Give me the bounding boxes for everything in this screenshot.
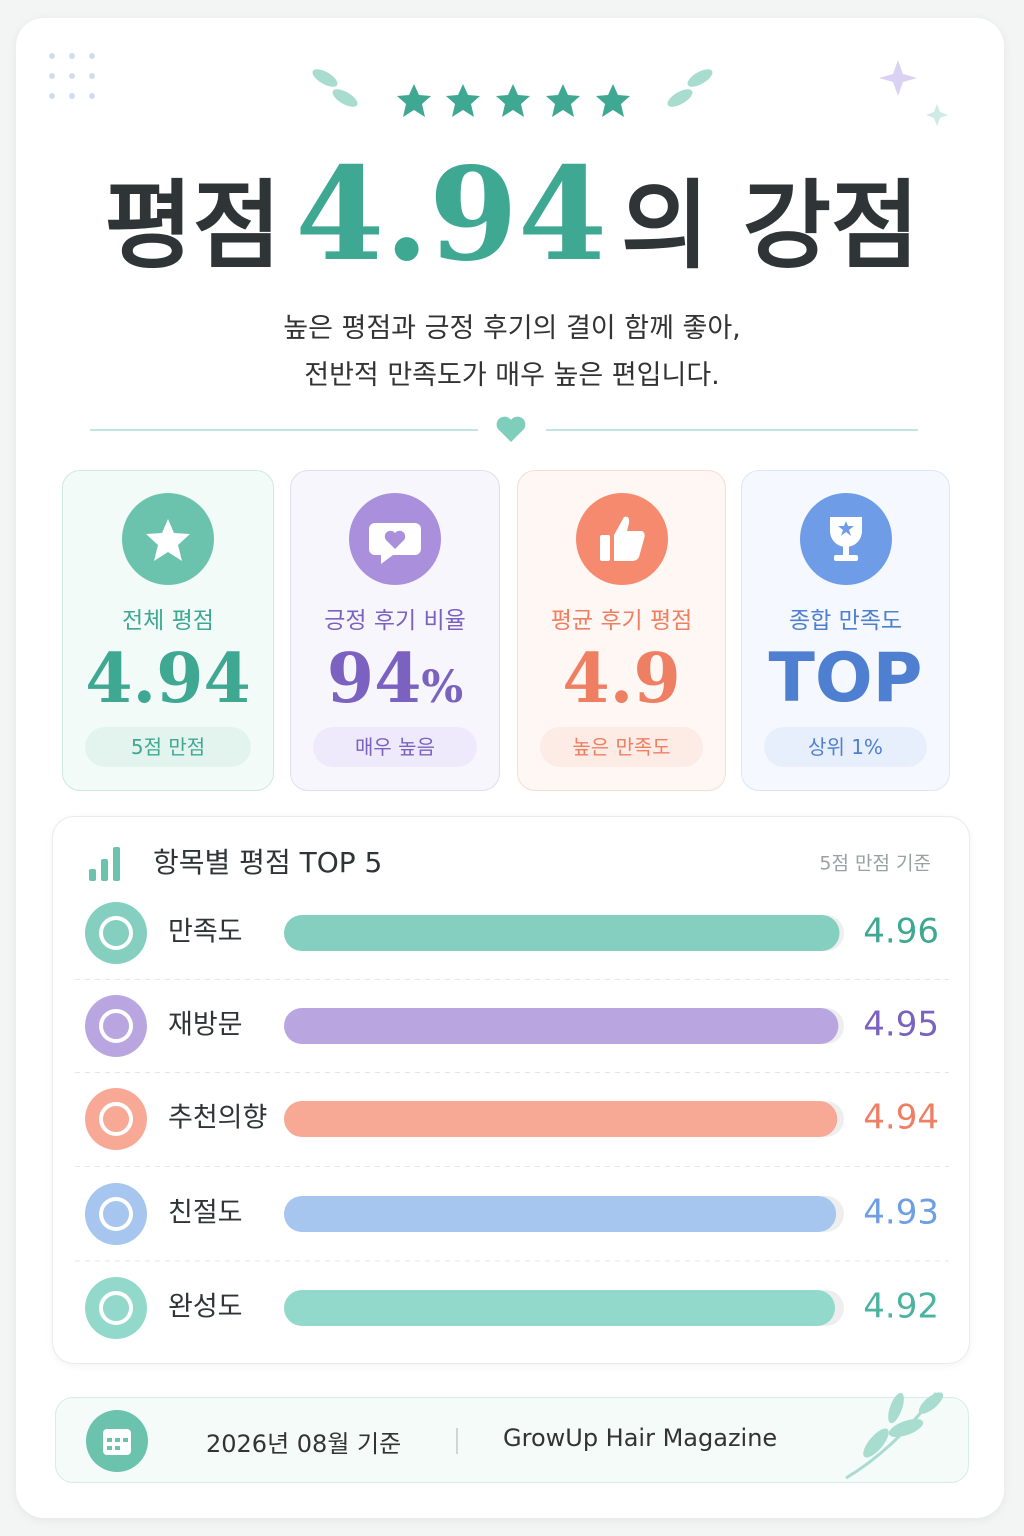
row-icon bbox=[85, 902, 147, 964]
row-icon-inner bbox=[99, 1197, 133, 1231]
subtitle: 높은 평점과 긍정 후기의 결이 함께 좋아, 전반적 만족도가 매우 높은 편입… bbox=[0, 305, 1024, 399]
card-badge: 상위 1% bbox=[764, 727, 927, 767]
category-label: 재방문 bbox=[168, 1010, 243, 1041]
row-icon-inner bbox=[99, 1009, 133, 1043]
category-label: 친절도 bbox=[168, 1198, 243, 1229]
card-icon bbox=[799, 493, 892, 585]
card-label: 종합 만족도 bbox=[788, 608, 903, 634]
card-value: 4.94 bbox=[85, 639, 251, 719]
card-value: TOP bbox=[768, 639, 923, 718]
card: 평균 후기 평점 4.9 높은 만족도 bbox=[517, 470, 726, 791]
leaf-decor bbox=[845, 1392, 944, 1480]
card: 전체 평점 4.94 5점 만점 bbox=[62, 470, 274, 791]
value-label: 4.92 bbox=[863, 1287, 939, 1327]
card-badge: 5점 만점 bbox=[85, 727, 251, 767]
card-badge: 매우 높음 bbox=[313, 727, 477, 767]
bar bbox=[284, 1290, 836, 1326]
title-prefix: 평점 bbox=[104, 170, 282, 282]
footer-date: 2026년 08월 기준 bbox=[206, 1430, 402, 1458]
value-label: 4.94 bbox=[863, 1098, 939, 1138]
bar bbox=[284, 915, 840, 951]
card: 긍정 후기 비율 94% 매우 높음 bbox=[290, 470, 500, 791]
card-label: 긍정 후기 비율 bbox=[324, 608, 466, 634]
category-label: 만족도 bbox=[168, 917, 243, 948]
row-icon-inner bbox=[99, 1291, 133, 1325]
row-icon bbox=[85, 1277, 147, 1339]
row-icon-inner bbox=[99, 1102, 133, 1136]
title-score: 4.94 bbox=[295, 140, 607, 290]
row-icon bbox=[85, 1088, 147, 1150]
card-label: 평균 후기 평점 bbox=[550, 608, 693, 634]
card-value: 94 bbox=[326, 639, 422, 719]
row-icon bbox=[85, 995, 147, 1057]
footer: 2026년 08월 기준 GrowUp Hair Magazine bbox=[55, 1392, 969, 1483]
card-label: 전체 평점 bbox=[122, 608, 214, 634]
card-value: 4.9 bbox=[562, 639, 681, 719]
value-label: 4.95 bbox=[863, 1005, 939, 1045]
card-unit: % bbox=[421, 662, 464, 713]
card: 종합 만족도 TOP 상위 1% bbox=[741, 470, 950, 791]
bar bbox=[284, 1008, 839, 1044]
category-label: 추천의향 bbox=[168, 1103, 267, 1134]
subtitle-line: 전반적 만족도가 매우 높은 편입니다. bbox=[304, 360, 720, 391]
chart-panel: 항목별 평점 TOP 5 5점 만점 기준 만족도 4.96 재방문 4.95 추천의향… bbox=[52, 816, 970, 1364]
decor bbox=[49, 53, 948, 442]
title: 평점 4.94 의 강점 bbox=[0, 140, 1024, 290]
row-icon bbox=[85, 1183, 147, 1245]
chart: 항목별 평점 TOP 5 5점 만점 기준 만족도 4.96 재방문 4.95 추천의향… bbox=[75, 846, 949, 1339]
title-suffix: 의 강점 bbox=[621, 170, 920, 282]
subtitle-line: 높은 평점과 긍정 후기의 결이 함께 좋아, bbox=[283, 313, 741, 344]
chart-subtitle: 5점 만점 기준 bbox=[819, 853, 931, 875]
card-icon bbox=[349, 493, 441, 585]
chart-title: 항목별 평점 TOP 5 bbox=[153, 846, 382, 879]
value-label: 4.96 bbox=[863, 912, 939, 952]
row-icon-inner bbox=[99, 916, 133, 950]
footer-source: GrowUp Hair Magazine bbox=[503, 1424, 778, 1452]
bar bbox=[284, 1196, 837, 1232]
bar bbox=[284, 1101, 838, 1137]
calendar-icon bbox=[86, 1410, 148, 1472]
category-label: 완성도 bbox=[168, 1292, 243, 1323]
card-icon bbox=[575, 493, 668, 585]
card-badge: 높은 만족도 bbox=[540, 727, 703, 767]
card-icon bbox=[122, 493, 214, 585]
divider bbox=[456, 1428, 458, 1454]
value-label: 4.93 bbox=[863, 1193, 939, 1233]
